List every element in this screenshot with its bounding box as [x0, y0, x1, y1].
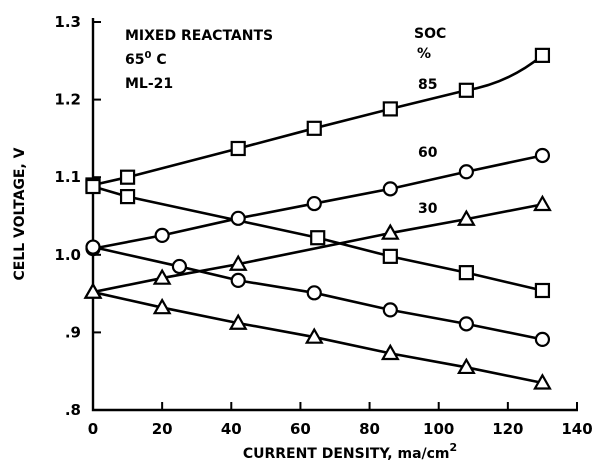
x-tick-label: 0: [88, 420, 98, 438]
x-axis-ticks: 0 20 40 60 80 100 120 140: [88, 402, 593, 438]
soc-label-85: 85: [418, 77, 437, 93]
annotation-mixed-reactants: MIXED REACTANTS: [125, 28, 273, 44]
x-axis-title: CURRENT DENSITY, ma/cm2: [243, 441, 457, 462]
series-soc-60-discharge: [85, 239, 551, 347]
y-tick-label: 1.0: [54, 246, 81, 264]
square-marker: [458, 265, 474, 281]
y-axis-ticks: .8 .9 1.0 1.1 1.2 1.3: [54, 13, 101, 419]
soc-label-30: 30: [418, 201, 438, 217]
y-tick-label: 1.2: [54, 91, 81, 109]
triangle-marker: [456, 209, 476, 226]
circle-marker: [306, 285, 322, 301]
series-soc-30-discharge: [83, 282, 552, 390]
square-marker: [310, 230, 326, 246]
triangle-marker: [533, 194, 552, 212]
annotation-cell-id: ML-21: [125, 76, 173, 92]
square-marker: [382, 248, 398, 264]
circle-marker: [534, 331, 551, 347]
triangle-marker: [456, 357, 476, 375]
circle-marker: [534, 147, 551, 164]
square-marker: [306, 120, 322, 136]
square-marker: [119, 189, 136, 205]
triangle-marker: [228, 313, 248, 330]
square-marker: [534, 47, 551, 63]
x-tick-label: 40: [221, 420, 242, 438]
circle-marker: [458, 164, 474, 180]
y-tick-label: .9: [65, 323, 81, 341]
circle-marker: [230, 272, 246, 289]
circle-marker: [171, 258, 188, 275]
square-marker: [458, 82, 474, 98]
series-soc-85-discharge: [85, 178, 551, 299]
circle-marker: [458, 316, 474, 332]
square-marker: [119, 169, 136, 185]
circle-marker: [382, 181, 398, 197]
x-tick-label: 140: [561, 420, 592, 438]
soc-labels: 85 60 30: [418, 77, 438, 217]
y-axis-title: CELL VOLTAGE, V: [12, 147, 28, 280]
triangle-marker: [304, 327, 324, 344]
series-soc-30-charge: [83, 194, 552, 299]
y-tick-label: .8: [65, 401, 81, 419]
triangle-marker: [228, 254, 248, 271]
annotation-temperature: 650 C: [125, 50, 167, 68]
x-tick-label: 60: [290, 420, 311, 438]
x-tick-label: 80: [359, 420, 380, 438]
y-tick-label: 1.1: [54, 168, 81, 186]
x-axis-title-superscript: 2: [450, 441, 458, 454]
triangle-marker: [152, 268, 172, 285]
condition-annotations: MIXED REACTANTS 650 C ML-21 SOC %: [125, 26, 446, 92]
soc-label-60: 60: [418, 145, 438, 161]
triangle-marker: [533, 373, 552, 390]
x-tick-label: 100: [423, 420, 454, 438]
square-marker: [85, 178, 101, 195]
x-tick-label: 20: [152, 420, 173, 438]
square-marker: [230, 140, 246, 157]
series-line: [92, 203, 543, 294]
triangle-marker: [83, 282, 103, 299]
series-line: [92, 54, 544, 187]
circle-marker: [85, 239, 101, 255]
circle-marker: [382, 302, 398, 318]
x-tick-label: 120: [492, 420, 523, 438]
square-marker: [534, 282, 551, 299]
annotation-soc-unit: %: [417, 46, 431, 62]
circle-marker: [306, 195, 322, 212]
square-marker: [382, 101, 398, 117]
y-tick-label: 1.3: [54, 13, 81, 31]
annotation-soc-header: SOC: [414, 26, 446, 42]
series-layer: [83, 47, 552, 390]
triangle-marker: [152, 297, 172, 315]
circle-marker: [154, 227, 170, 243]
triangle-marker: [380, 343, 400, 361]
circle-marker: [230, 210, 246, 226]
triangle-marker: [380, 223, 400, 240]
